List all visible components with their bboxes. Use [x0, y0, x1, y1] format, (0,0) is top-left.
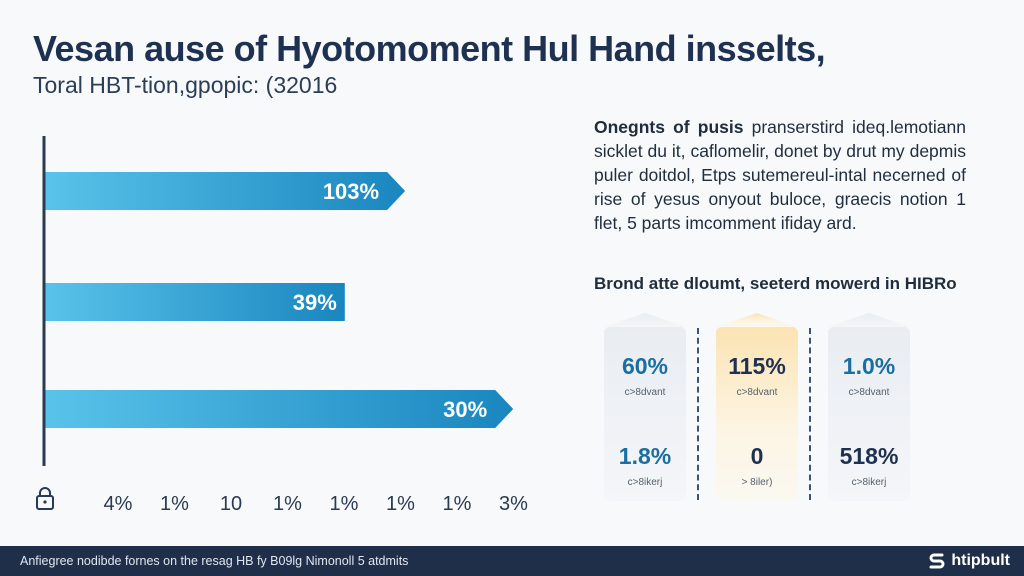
- bar-1-label: 103%: [323, 179, 379, 204]
- stat-card-1-top-value: 60%: [621, 353, 669, 379]
- chart-title: Vesan ause of Hyotomoment Hul Hand insse…: [33, 28, 826, 69]
- stat-card-2: 115% c>8dvant 0 > 8iler): [716, 327, 798, 501]
- description-paragraph: Onegnts of pusis pranserstird ideq.lemot…: [594, 115, 966, 235]
- x-tick-label: 1%: [160, 493, 189, 515]
- brand-s-icon: [929, 553, 945, 569]
- bar-1: [44, 172, 406, 210]
- stat-card-3-top-value: 1.0%: [842, 353, 896, 379]
- x-tick-label: 1%: [273, 493, 302, 515]
- bar-3-label: 30%: [443, 397, 487, 422]
- x-tick-label: 1%: [443, 493, 472, 515]
- stat-card-1-bottom-caption: c>8ikerj: [627, 477, 663, 488]
- lock-icon: [36, 487, 54, 510]
- stat-card-2-top-caption: c>8dvant: [736, 387, 778, 398]
- brand-logo[interactable]: htipbult: [927, 550, 1010, 572]
- stat-card-2-top-value: 115%: [728, 353, 786, 379]
- x-tick-label: 1%: [386, 493, 415, 515]
- chart-subtitle: Toral HBT-tion,gpopic: (32016: [33, 72, 338, 98]
- brand-name: htipbult: [951, 552, 1010, 569]
- stat-card-2-bottom-value: 0: [750, 443, 764, 469]
- footer-text: Anfiegree nodibde fornes on the resag HB…: [20, 554, 409, 568]
- x-tick-label: 10: [220, 493, 242, 515]
- stat-card-3: 1.0% c>8dvant 518% c>8ikerj: [828, 327, 910, 501]
- card-divider: [809, 328, 811, 500]
- x-tick-label: 4%: [104, 493, 133, 515]
- description-text: pranserstird ideq.lemotiann sicklet du i…: [594, 117, 966, 233]
- bar-3: [44, 390, 514, 428]
- stat-card-1: 60% c>8dvant 1.8% c>8ikerj: [604, 327, 686, 501]
- bar-2: [44, 283, 345, 321]
- stat-card-3-bottom-value: 518%: [839, 443, 899, 469]
- description-lead: Onegnts of pusis: [594, 117, 744, 137]
- section-heading: Brond atte dloumt, seeterd mowerd in HIB…: [594, 274, 957, 293]
- bar-chart: 103% 39% 30% 4% 1% 10 1% 1% 1% 1% 3%: [36, 136, 528, 515]
- card-divider: [697, 328, 699, 500]
- stat-card-3-top-caption: c>8dvant: [848, 387, 890, 398]
- stat-card-3-bottom-caption: c>8ikerj: [851, 477, 887, 488]
- x-tick-label: 3%: [499, 493, 528, 515]
- bar-2-label: 39%: [293, 290, 337, 315]
- stat-card-1-bottom-value: 1.8%: [618, 443, 672, 469]
- x-tick-label: 1%: [330, 493, 359, 515]
- stat-card-2-bottom-caption: > 8iler): [741, 477, 773, 488]
- stat-card-1-top-caption: c>8dvant: [624, 387, 666, 398]
- footer-bar: Anfiegree nodibde fornes on the resag HB…: [0, 546, 1024, 576]
